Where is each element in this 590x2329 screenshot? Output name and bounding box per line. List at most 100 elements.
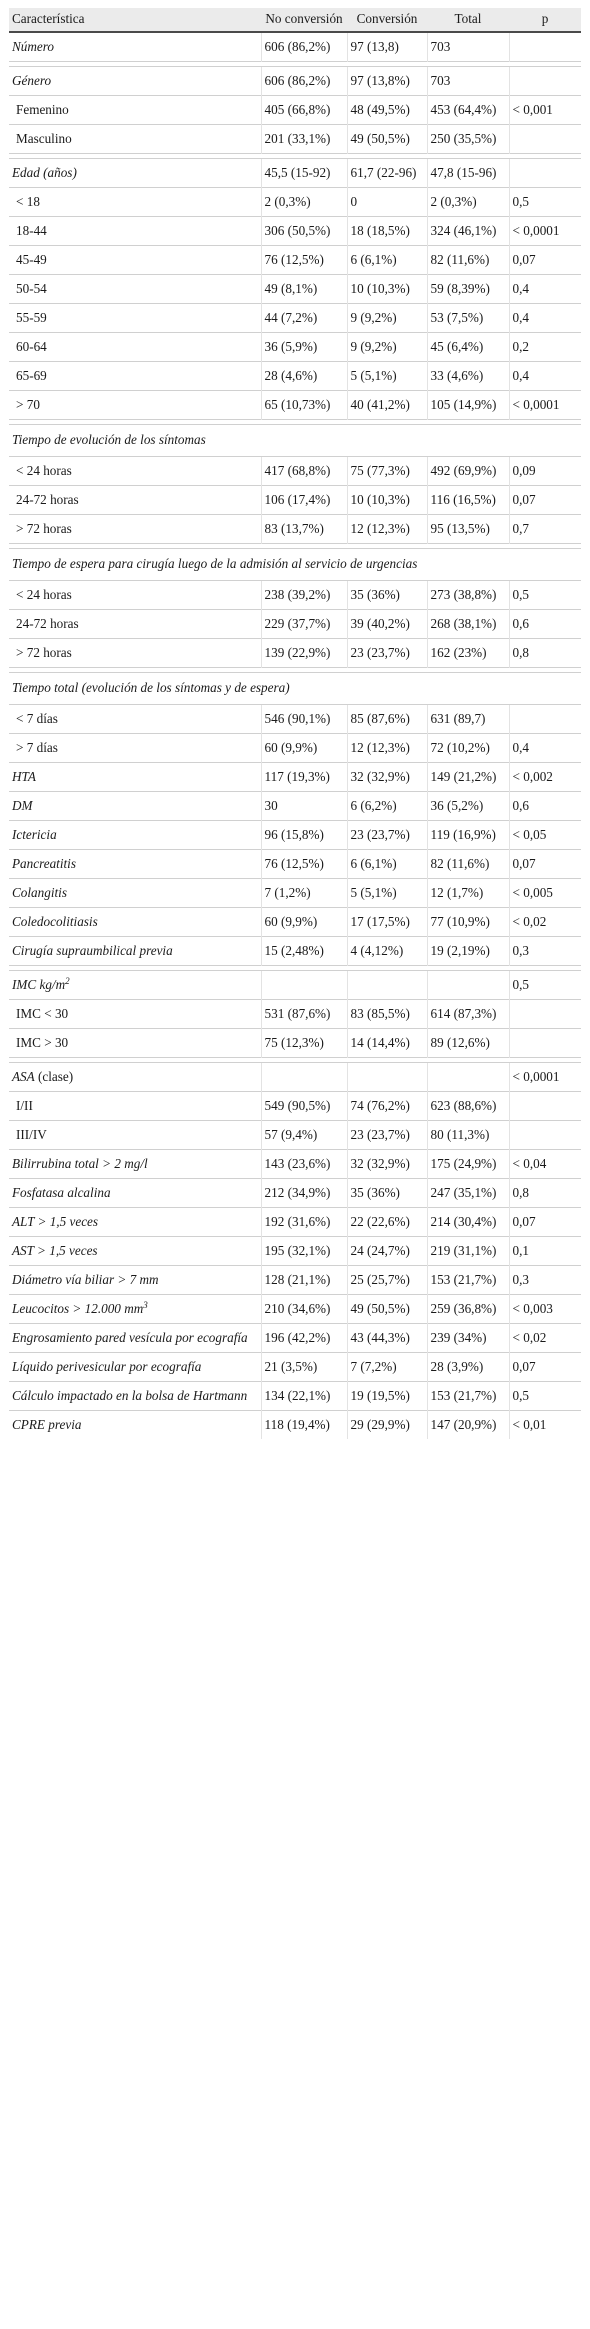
row-label-text: 65-69 [16,368,47,383]
p-value-cell: 0,6 [508,791,581,821]
table-row: 50-54 49 (8,1%) 10 (10,3%) 59 (8,39%) 0,4 [9,274,581,304]
total-cell: 119 (16,9%) [426,820,509,850]
row-label-text: > 7 días [16,740,58,755]
row-label-text: Leucocitos > 12.000 mm [12,1301,144,1316]
total-cell: 95 (13,5%) [426,514,509,544]
p-value-cell: < 0,001 [508,95,581,125]
table-row: Pancreatitis 76 (12,5%) 6 (6,1%) 82 (11,6%)… [9,849,581,879]
no-conversion-cell: 210 (34,6%) [260,1294,347,1324]
row-label: Diámetro vía biliar > 7 mm [9,1265,261,1295]
no-conversion-cell: 21 (3,5%) [260,1352,347,1382]
section-heading-row: Tiempo total (evolución de los síntomas … [9,672,581,705]
header-row: Característica No conversión Conversión … [9,8,581,33]
no-conversion-cell: 196 (42,2%) [260,1323,347,1353]
no-conversion-cell: 212 (34,9%) [260,1178,347,1208]
no-conversion-cell: 76 (12,5%) [260,849,347,879]
total-cell: 247 (35,1%) [426,1178,509,1208]
table-row: > 7 días 60 (9,9%) 12 (12,3%) 72 (10,2%) 0,4 [9,733,581,763]
total-cell: 273 (38,8%) [426,580,509,610]
conversion-cell: 14 (14,4%) [346,1028,427,1058]
row-label: Engrosamiento pared vesícula por ecograf… [9,1323,261,1353]
p-value-cell [508,1028,581,1058]
p-value-cell [508,158,581,188]
row-label: IMC kg/m2 [9,970,261,1000]
table-row: < 18 2 (0,3%) 0 2 (0,3%) 0,5 [9,187,581,217]
row-label: < 24 horas [9,580,261,610]
conversion-cell: 5 (5,1%) [346,878,427,908]
row-label-text: Masculino [16,131,72,146]
total-cell: 453 (64,4%) [426,95,509,125]
row-label: Cálculo impactado en la bolsa de Hartman… [9,1381,261,1411]
no-conversion-cell: 83 (13,7%) [260,514,347,544]
p-value-cell: 0,7 [508,514,581,544]
row-label-text: IMC > 30 [16,1035,69,1050]
total-cell: 149 (21,2%) [426,762,509,792]
table-row: ASA (clase) < 0,0001 [9,1062,581,1092]
row-label-superscript: 3 [143,1300,148,1310]
conversion-cell: 35 (36%) [346,580,427,610]
row-label-text: ALT > 1,5 veces [12,1214,99,1229]
section-heading: Tiempo de espera para cirugía luego de l… [9,548,581,581]
p-value-cell: 0,07 [508,1207,581,1237]
row-label: Bilirrubina total > 2 mg/l [9,1149,261,1179]
table-row: Número 606 (86,2%) 97 (13,8) 703 [9,31,581,62]
row-label: > 70 [9,390,261,420]
table-row: Género 606 (86,2%) 97 (13,8%) 703 [9,66,581,96]
row-label-text: Pancreatitis [12,856,76,871]
p-value-cell: 0,5 [508,187,581,217]
row-label: < 24 horas [9,456,261,486]
no-conversion-cell: 75 (12,3%) [260,1028,347,1058]
row-label-text: Cirugía supraumbilical previa [12,943,173,958]
no-conversion-cell: 60 (9,9%) [260,733,347,763]
conversion-cell: 12 (12,3%) [346,733,427,763]
row-label-text: I/II [16,1098,33,1113]
conversion-cell: 10 (10,3%) [346,274,427,304]
row-label-superscript: 2 [65,976,70,986]
p-value-cell: < 0,02 [508,907,581,937]
row-label: 60-64 [9,332,261,362]
conversion-cell: 49 (50,5%) [346,1294,427,1324]
spacer-row [9,667,581,673]
row-label: Femenino [9,95,261,125]
conversion-cell: 29 (29,9%) [346,1410,427,1439]
row-label-text: Fosfatasa alcalina [12,1185,111,1200]
table-row: III/IV 57 (9,4%) 23 (23,7%) 80 (11,3%) [9,1120,581,1150]
no-conversion-cell: 606 (86,2%) [260,66,347,96]
p-value-cell: 0,07 [508,849,581,879]
total-cell: 82 (11,6%) [426,849,509,879]
conversion-cell: 5 (5,1%) [346,361,427,391]
table-container: Característica No conversión Conversión … [9,8,581,1439]
table-row: HTA 117 (19,3%) 32 (32,9%) 149 (21,2%) < 0,0… [9,762,581,792]
table-row: 24-72 horas 106 (17,4%) 10 (10,3%) 116 (16,… [9,485,581,515]
row-label-text: Femenino [16,102,69,117]
header-p: p [509,8,581,33]
spacer-row [9,419,581,425]
row-label-text: CPRE previa [12,1417,82,1432]
characteristics-table: Característica No conversión Conversión … [9,8,581,1439]
conversion-cell: 6 (6,2%) [346,791,427,821]
header-caracteristica: Característica [9,8,261,33]
p-value-cell: 0,3 [508,1265,581,1295]
total-cell: 116 (16,5%) [426,485,509,515]
table-row: Bilirrubina total > 2 mg/l 143 (23,6%) 32 … [9,1149,581,1179]
table-row: Ictericia 96 (15,8%) 23 (23,7%) 119 (16,9%)… [9,820,581,850]
total-cell: 162 (23%) [426,638,509,668]
spacer-row [9,153,581,159]
p-value-cell: < 0,003 [508,1294,581,1324]
row-label-text: III/IV [16,1127,47,1142]
row-label-text: > 70 [16,397,40,412]
no-conversion-cell: 201 (33,1%) [260,124,347,154]
spacer-cell [9,419,581,425]
conversion-cell: 24 (24,7%) [346,1236,427,1266]
conversion-cell: 97 (13,8%) [346,66,427,96]
total-cell: 82 (11,6%) [426,245,509,275]
total-cell: 214 (30,4%) [426,1207,509,1237]
p-value-cell: 0,07 [508,245,581,275]
p-value-cell [508,1091,581,1121]
conversion-cell: 12 (12,3%) [346,514,427,544]
p-value-cell: < 0,0001 [508,390,581,420]
table-row: > 72 horas 83 (13,7%) 12 (12,3%) 95 (13,5%)… [9,514,581,544]
table-row: 65-69 28 (4,6%) 5 (5,1%) 33 (4,6%) 0,4 [9,361,581,391]
no-conversion-cell: 118 (19,4%) [260,1410,347,1439]
total-cell: 12 (1,7%) [426,878,509,908]
